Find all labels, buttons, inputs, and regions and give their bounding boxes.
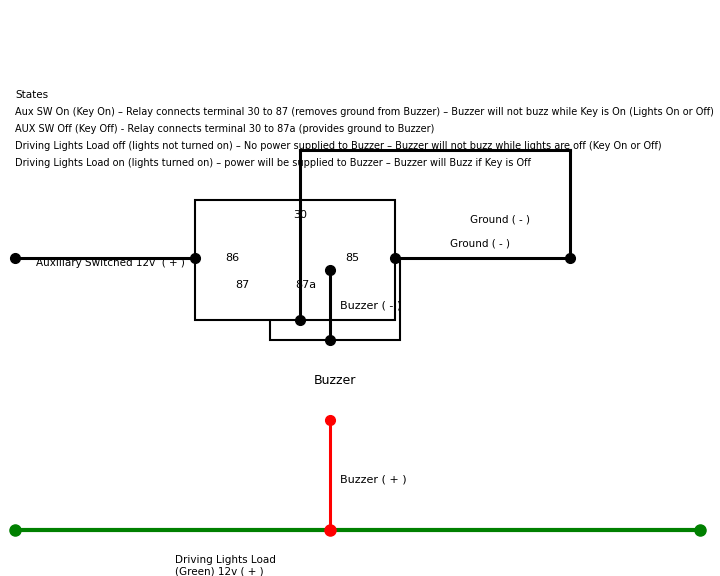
Text: 85: 85 (345, 253, 359, 263)
Text: 87: 87 (235, 280, 249, 290)
Text: Ground ( - ): Ground ( - ) (450, 238, 510, 248)
Text: Buzzer ( - ): Buzzer ( - ) (340, 300, 401, 310)
Text: Driving Lights Load off (lights not turned on) – No power supplied to Buzzer – B: Driving Lights Load off (lights not turn… (15, 141, 662, 151)
Text: Ground ( - ): Ground ( - ) (470, 215, 530, 225)
Text: Auxillary Switched 12v  ( + ): Auxillary Switched 12v ( + ) (35, 258, 184, 268)
Bar (270, 260, 400, 340)
Text: Buzzer ( + ): Buzzer ( + ) (340, 475, 407, 485)
Text: Driving Lights Load
(Green) 12v ( + )
to Relay 86: Driving Lights Load (Green) 12v ( + ) to… (174, 555, 276, 576)
Text: AUX SW Off (Key Off) - Relay connects terminal 30 to 87a (provides ground to Buz: AUX SW Off (Key Off) - Relay connects te… (15, 124, 434, 134)
Text: Driving Lights Load on (lights turned on) – power will be supplied to Buzzer – B: Driving Lights Load on (lights turned on… (15, 158, 531, 168)
Text: 86: 86 (225, 253, 239, 263)
Text: States: States (15, 90, 48, 100)
Bar (195, 200, 395, 320)
Text: 30: 30 (293, 210, 307, 220)
Text: Aux SW On (Key On) – Relay connects terminal 30 to 87 (removes ground from Buzze: Aux SW On (Key On) – Relay connects term… (15, 107, 714, 117)
Text: 87a: 87a (295, 280, 316, 290)
Text: Buzzer: Buzzer (314, 373, 356, 386)
